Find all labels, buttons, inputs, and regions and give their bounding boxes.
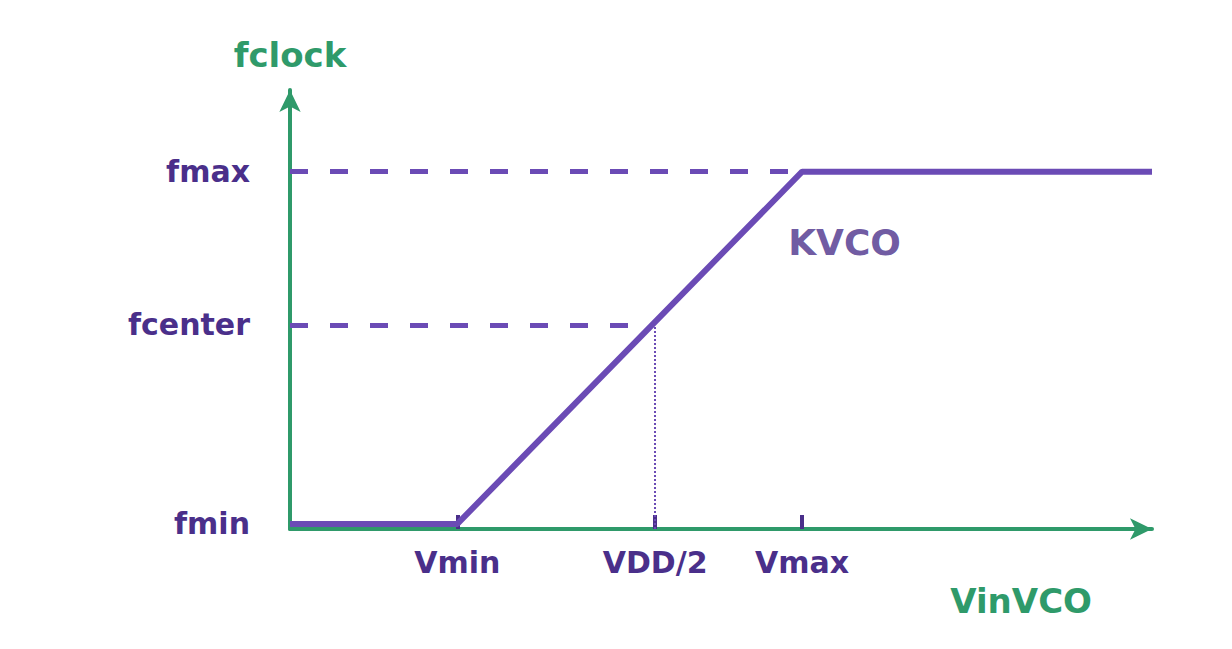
svg-text:VDD/2: VDD/2 [603, 545, 708, 580]
svg-text:fmin: fmin [174, 506, 250, 541]
svg-text:Vmax: Vmax [755, 545, 849, 580]
svg-text:Vmin: Vmin [414, 545, 500, 580]
svg-text:fcenter: fcenter [128, 307, 250, 342]
svg-text:fmax: fmax [166, 154, 250, 189]
svg-text:KVCO: KVCO [788, 222, 901, 263]
svg-text:fclock: fclock [234, 35, 348, 75]
svg-text:VinVCO: VinVCO [950, 581, 1092, 621]
